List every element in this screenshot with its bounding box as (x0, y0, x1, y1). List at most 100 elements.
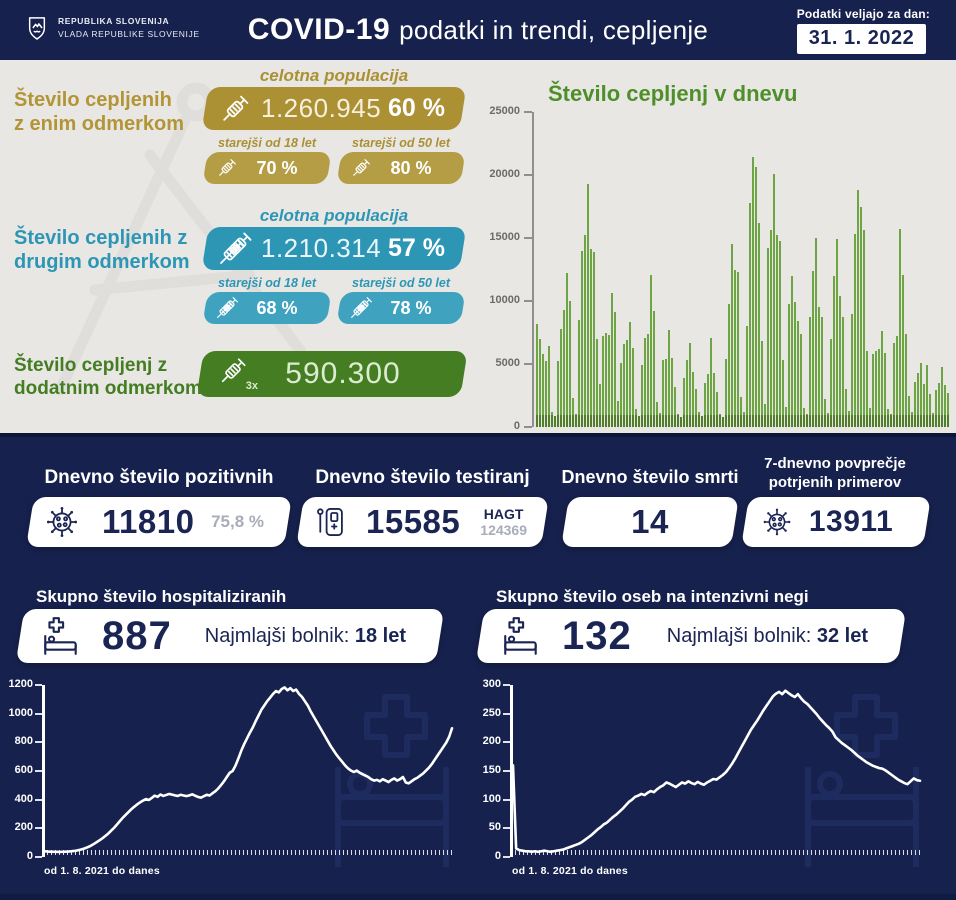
first-dose-count: 1.260.945 (261, 93, 382, 123)
page-title-bold: COVID-19 (247, 13, 391, 46)
bar (635, 409, 637, 427)
double-syringe-icon (215, 296, 239, 320)
y-tick-mark (524, 111, 532, 113)
icu-chart-x-ticks (515, 850, 920, 855)
bar (698, 411, 700, 427)
bar (701, 415, 703, 427)
icu-note-value: 32 let (816, 624, 868, 647)
bar (878, 348, 880, 427)
logo-text: REPUBLIKA SLOVENIJA VLADA REPUBLIKE SLOV… (58, 15, 200, 41)
bar (824, 399, 826, 427)
first-dose-over18-label: starejši od 18 let (218, 136, 316, 150)
bar (626, 340, 628, 427)
bar (779, 240, 781, 427)
second-dose-over50-pill: 78 % (336, 292, 466, 324)
y-tick-mark (503, 798, 510, 801)
bar (812, 270, 814, 427)
bar (716, 391, 718, 427)
logo-line2: VLADA REPUBLIKE SLOVENIJE (58, 29, 200, 39)
y-tick-label: 0 (494, 850, 501, 862)
y-tick-mark (524, 174, 532, 176)
bar (881, 331, 883, 427)
booster-label-line1: Število cepljenj z (14, 355, 168, 376)
bar (797, 321, 799, 427)
test-kit-icon (317, 508, 343, 536)
deaths-value: 14 (631, 503, 669, 540)
bar (803, 408, 805, 427)
hospitalized-chart: 1200 1000 800 600 400 200 0 od 1. 8. 2021 do d… (8, 677, 460, 882)
second-dose-count: 1.210.314 (261, 233, 382, 263)
bar (554, 415, 556, 427)
bar (818, 307, 820, 427)
bar (782, 360, 784, 427)
bar (737, 272, 739, 427)
bar (566, 273, 568, 427)
second-dose-over50-percent: 78 % (390, 297, 432, 318)
hagt-value: 124369 (480, 522, 527, 538)
bar (686, 360, 688, 427)
bar (767, 248, 769, 427)
bar (719, 414, 721, 427)
bar (596, 338, 598, 427)
bar (575, 414, 577, 427)
second-dose-over18-percent: 68 % (256, 297, 298, 318)
bar (887, 409, 889, 427)
bar (806, 414, 808, 427)
bar (833, 275, 835, 427)
bar (668, 329, 670, 427)
bar (725, 358, 727, 427)
bar (740, 396, 742, 427)
bar (662, 360, 664, 427)
bar (809, 317, 811, 427)
bar (638, 415, 640, 427)
booster-syringe-3x-icon: 3x (216, 354, 258, 394)
hospitalized-title: Skupno število hospitaliziranih (36, 587, 287, 606)
page-title: COVID-19 podatki in trendi, cepljenje (0, 0, 956, 60)
bar (947, 392, 949, 427)
hospitalized-chart-x-label: od 1. 8. 2021 do danes (44, 865, 160, 877)
logo-line1: REPUBLIKA SLOVENIJA (58, 16, 170, 27)
bar (899, 229, 901, 427)
bar (632, 347, 634, 427)
syringe-icon (220, 95, 249, 124)
icu-value: 132 (562, 613, 632, 658)
bar (623, 343, 625, 427)
avg7-value: 13911 (808, 505, 894, 538)
bar (611, 293, 613, 427)
bar (836, 239, 838, 427)
bar (608, 335, 610, 427)
hospitalized-chart-plot (42, 685, 452, 857)
y-tick-label: 150 (482, 764, 501, 776)
bar (896, 336, 898, 427)
bar (539, 338, 541, 427)
bar (581, 250, 583, 427)
date-value: 31. 1. 2022 (796, 24, 927, 54)
bar (746, 326, 748, 427)
y-tick-mark (35, 856, 42, 858)
bar (929, 394, 931, 427)
first-dose-over50-percent: 80 % (390, 157, 432, 178)
bar (827, 413, 829, 427)
bar (695, 389, 697, 427)
bar (863, 230, 865, 427)
bar (764, 404, 766, 427)
y-tick-label: 250 (482, 706, 501, 719)
bar (650, 274, 652, 427)
y-tick-mark (524, 426, 532, 428)
positives-percent: 75,8 % (211, 512, 264, 531)
bar (749, 202, 751, 427)
positives-card: 11810 75,8 % (26, 497, 292, 547)
hospitalized-note: Najmlajši bolnik: 18 let (205, 625, 406, 648)
avg7-title: 7-dnevno povprečje potrjenih primerov (740, 455, 930, 493)
bar (653, 311, 655, 427)
bar (923, 384, 925, 427)
bar (875, 351, 877, 427)
bar (743, 411, 745, 427)
deaths-title: Dnevno število smrti (561, 467, 739, 487)
syringe-icon (351, 159, 370, 178)
bar (830, 338, 832, 427)
icu-line (513, 685, 920, 857)
bar (734, 269, 736, 427)
bar (680, 416, 682, 427)
y-tick-mark (503, 684, 510, 686)
